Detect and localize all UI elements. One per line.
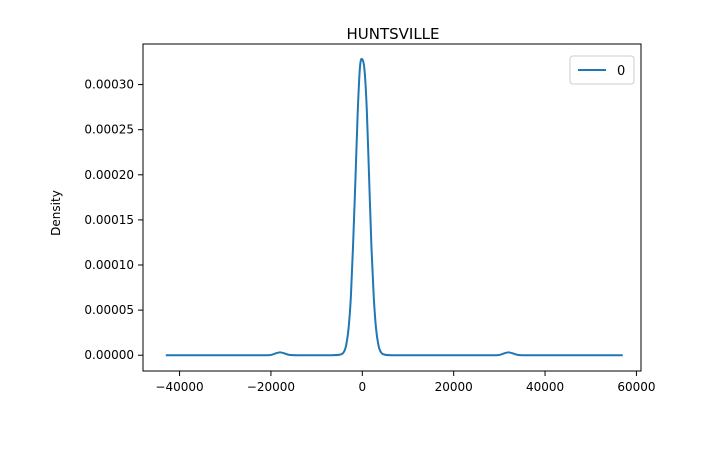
y-tick-label: 0.00005 xyxy=(84,303,134,317)
axes-frame xyxy=(142,43,642,372)
y-tick-label: 0.00025 xyxy=(84,123,134,137)
x-tick-label: 0 xyxy=(358,380,366,394)
y-tick-label: 0.00020 xyxy=(84,168,134,182)
legend: 0 xyxy=(569,55,635,85)
chart-title: HUNTSVILLE xyxy=(346,25,439,43)
x-tick-label: −20000 xyxy=(247,380,295,394)
x-tick-label: −40000 xyxy=(155,380,203,394)
x-tick-label: 20000 xyxy=(435,380,473,394)
x-tick-label: 40000 xyxy=(526,380,564,394)
series-line-0 xyxy=(165,57,623,357)
axis-ticks: −40000 −20000 0 20000 40000 60000 0.00000 0.000… xyxy=(84,78,655,394)
y-tick-label: 0.00015 xyxy=(84,213,134,227)
legend-label-series-0: 0 xyxy=(617,64,625,79)
x-tick-label: 60000 xyxy=(617,380,655,394)
y-axis-label: Density xyxy=(49,190,63,236)
plot-area xyxy=(165,57,623,357)
y-tick-label: 0.00010 xyxy=(84,258,134,272)
y-tick-label: 0.00030 xyxy=(84,78,134,92)
y-tick-label: 0.00000 xyxy=(84,348,134,362)
